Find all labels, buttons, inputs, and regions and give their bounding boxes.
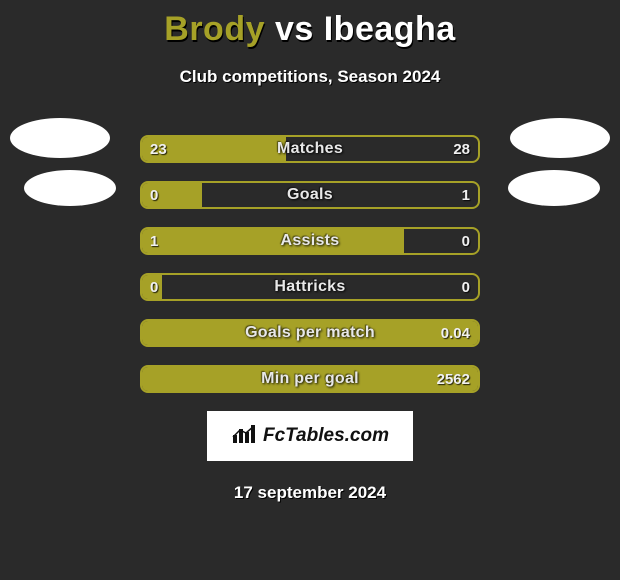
bar-row-assists: 1 Assists 0 xyxy=(140,227,480,255)
player2-avatar xyxy=(510,118,610,158)
comparison-bars: 23 Matches 28 0 Goals 1 1 Assists 0 0 Ha… xyxy=(140,135,480,393)
bar-right-value: 1 xyxy=(462,183,470,207)
bar-right-value: 0 xyxy=(462,229,470,253)
bar-label: Goals xyxy=(142,183,478,207)
bar-row-goals-per-match: Goals per match 0.04 xyxy=(140,319,480,347)
player1-avatar xyxy=(10,118,110,158)
player2-name: Ibeagha xyxy=(324,10,456,48)
brand-text: FcTables.com xyxy=(263,425,389,447)
brand-box: FcTables.com xyxy=(207,411,413,461)
bar-right-value: 0.04 xyxy=(441,321,470,345)
bar-row-goals: 0 Goals 1 xyxy=(140,181,480,209)
player2-club-badge xyxy=(508,170,600,206)
date-text: 17 september 2024 xyxy=(0,483,620,503)
bar-row-hattricks: 0 Hattricks 0 xyxy=(140,273,480,301)
bar-label: Hattricks xyxy=(142,275,478,299)
bar-label: Goals per match xyxy=(142,321,478,345)
player1-name: Brody xyxy=(164,10,265,48)
bar-label: Min per goal xyxy=(142,367,478,391)
bar-row-min-per-goal: Min per goal 2562 xyxy=(140,365,480,393)
chart-icon xyxy=(231,423,257,450)
page-title: Brody vs Ibeagha xyxy=(0,0,620,49)
player1-club-badge xyxy=(24,170,116,206)
subtitle: Club competitions, Season 2024 xyxy=(0,67,620,87)
bar-row-matches: 23 Matches 28 xyxy=(140,135,480,163)
bar-right-value: 28 xyxy=(453,137,470,161)
vs-text: vs xyxy=(275,10,314,48)
bar-right-value: 2562 xyxy=(437,367,470,391)
bar-label: Matches xyxy=(142,137,478,161)
bar-right-value: 0 xyxy=(462,275,470,299)
bar-label: Assists xyxy=(142,229,478,253)
